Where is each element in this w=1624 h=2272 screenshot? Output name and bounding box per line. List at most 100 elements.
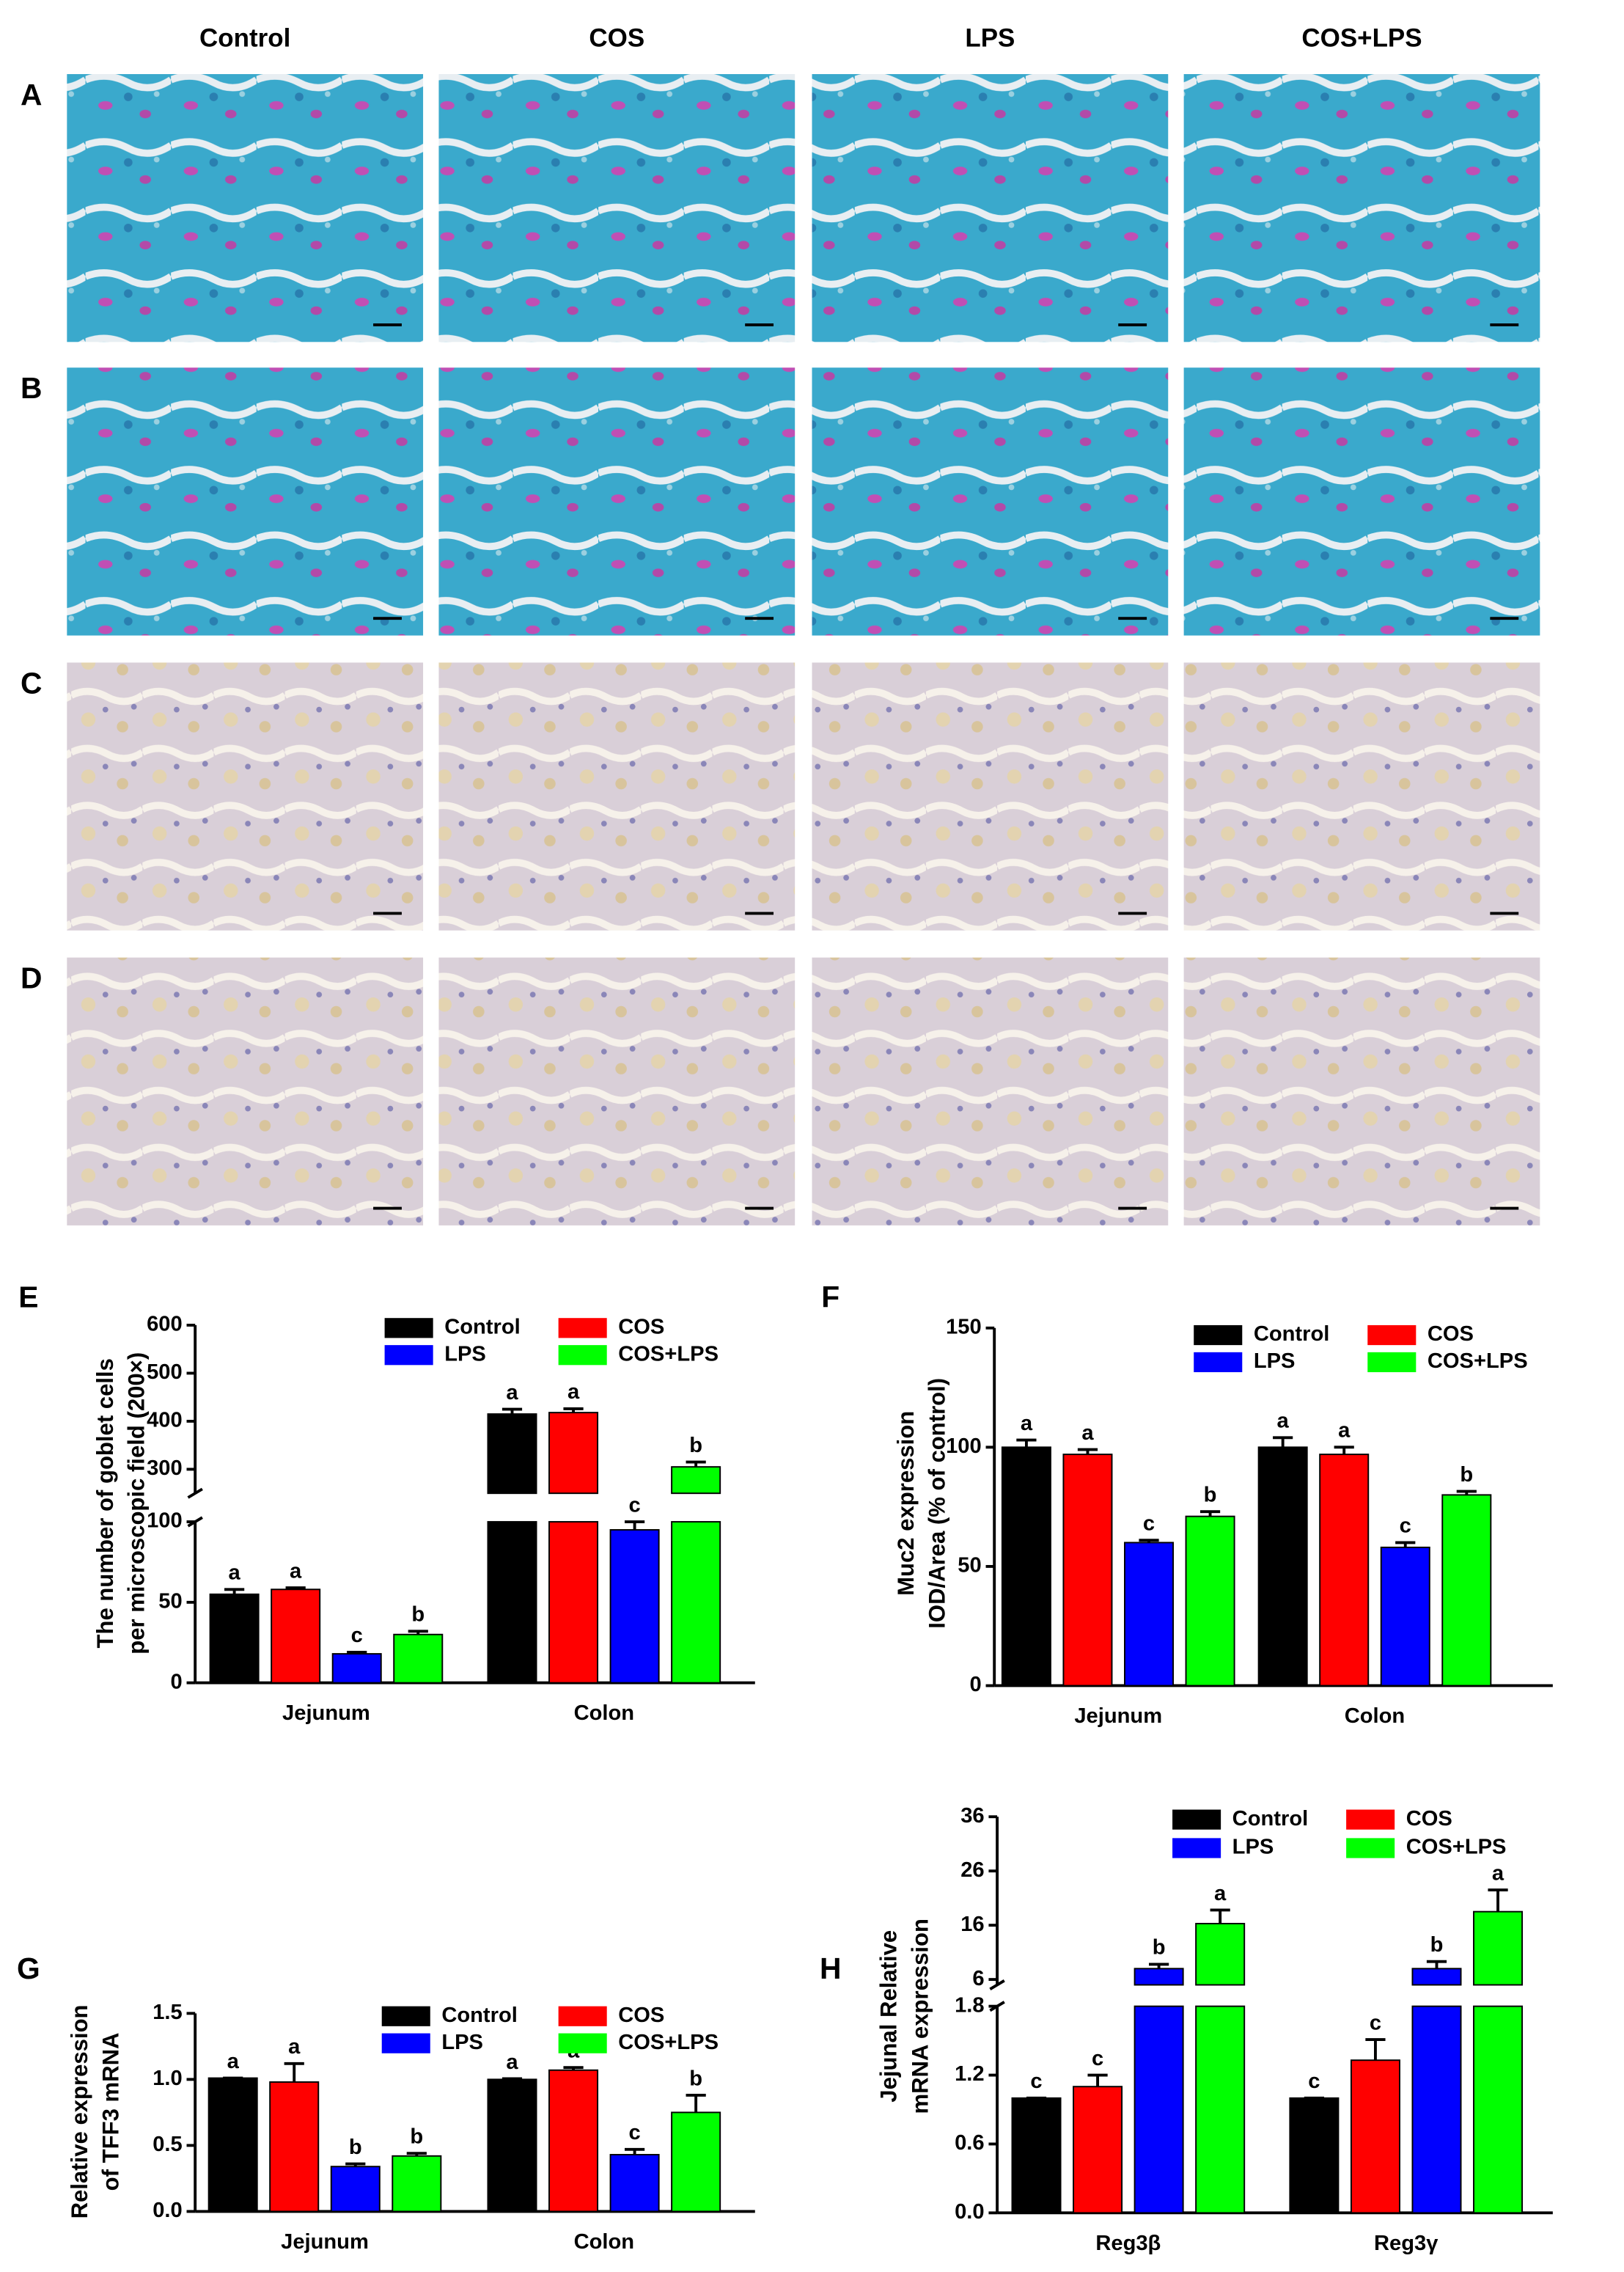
column-header: COS+LPS [1301,24,1422,53]
significance-letter: a [1081,1421,1094,1445]
error-bar [406,2152,427,2156]
legend-label: COS+LPS [618,1342,719,1366]
significance-letter: a [290,1559,302,1583]
y-axis-label: Jejunal Relative [876,1930,902,2103]
legend-swatch [384,1318,433,1338]
error-bar [1456,1489,1477,1495]
significance-letter: c [1092,2047,1103,2070]
bar [393,1633,444,1684]
micrograph [1183,74,1540,342]
error-bar [1426,1960,1447,1969]
error-bar [1087,2073,1108,2087]
legend-label: COS [618,1316,664,1339]
error-bar [501,1407,523,1415]
bar [1011,2097,1062,2214]
bar [1134,1968,1184,1986]
significance-letter: b [410,2125,423,2149]
legend-swatch [1194,1324,1243,1346]
y-tick-label: 50 [958,1554,981,1577]
legend-swatch [384,1345,433,1366]
y-tick-label: 36 [960,1804,984,1828]
panel-label: E [18,1280,38,1314]
row-label: D [21,961,42,995]
y-axis-label: per microscopic field (200×) [124,1352,150,1654]
error-bar [1365,2038,1386,2061]
x-tick-label: Jejunum [281,2230,369,2254]
bar [1001,1446,1051,1687]
micrograph [812,74,1169,342]
y-tick-label: 0.0 [153,2199,183,2222]
error-bar [686,1460,706,1467]
error-bar [1334,1445,1354,1455]
panel-label: G [17,1952,40,1985]
significance-letter: a [288,2035,301,2059]
legend-swatch [1367,1324,1417,1346]
legend-swatch [1346,1838,1395,1858]
y-tick-label: 1.0 [153,2067,183,2090]
significance-letter: c [1400,1514,1411,1538]
significance-letter: b [411,1603,425,1627]
error-bar [345,2162,366,2167]
legend-label: LPS [441,2031,483,2054]
legend-swatch [558,1345,607,1366]
y-tick-label: 150 [946,1316,982,1339]
significance-letter: b [689,2067,702,2090]
bar [1473,2005,1524,2214]
y-axis-label: mRNA expression [907,1919,933,2114]
y-tick-label: 16 [960,1913,984,1936]
y-tick-label: 0 [970,1673,982,1696]
bar [548,1521,599,1684]
y-axis-label: of TFF3 mRNA [98,2033,124,2191]
bar [1124,1542,1175,1687]
legend-label: Control [444,1316,521,1339]
legend-label: LPS [1232,1836,1274,1859]
significance-letter: b [1430,1933,1444,1957]
error-bar [285,1586,306,1590]
bar [1257,1446,1308,1687]
error-bar [1016,1438,1037,1448]
error-bar [1077,1448,1098,1455]
y-tick-label: 0.6 [955,2131,985,2155]
significance-letter: c [1370,2011,1381,2034]
significance-letter: a [506,1381,518,1404]
error-bar [1273,1436,1293,1448]
column-header: Control [199,24,290,53]
significance-letter: a [229,1561,241,1585]
y-tick-label: 500 [147,1360,183,1384]
error-bar [686,2094,706,2113]
micrograph [438,367,796,636]
significance-letter: b [1153,1936,1166,1960]
bar [392,2155,442,2213]
micrograph [1183,662,1540,931]
significance-letter: a [1338,1419,1351,1443]
legend-swatch [1172,1838,1221,1858]
bar [1319,1454,1370,1687]
bar [330,2166,381,2213]
legend-label: COS+LPS [618,2031,719,2054]
error-bar [1139,1539,1159,1543]
bar [1441,1494,1492,1687]
y-tick-label: 1.8 [955,1993,985,2017]
error-bar [624,2147,645,2155]
axis-break [187,1516,203,1528]
panel-label: F [821,1280,839,1314]
micrograph [1183,957,1540,1225]
y-tick-label: 400 [147,1409,183,1432]
bar [207,2077,258,2213]
bar [1411,2005,1462,2214]
significance-letter: b [689,1434,702,1457]
bar [1195,1922,1246,1986]
bar [609,1529,660,1684]
x-tick-label: Reg3β [1095,2232,1161,2255]
significance-letter: c [1308,2070,1320,2093]
y-axis-label: IOD/Area (% of control) [925,1378,950,1629]
error-bar [347,1650,367,1654]
error-bar [1199,1510,1221,1517]
micrograph [67,367,424,636]
y-tick-label: 0.5 [153,2133,183,2156]
significance-letter: a [1492,1861,1504,1885]
axis-break [989,1979,1005,1990]
bar [548,2069,599,2213]
legend-label: COS [618,2004,664,2027]
